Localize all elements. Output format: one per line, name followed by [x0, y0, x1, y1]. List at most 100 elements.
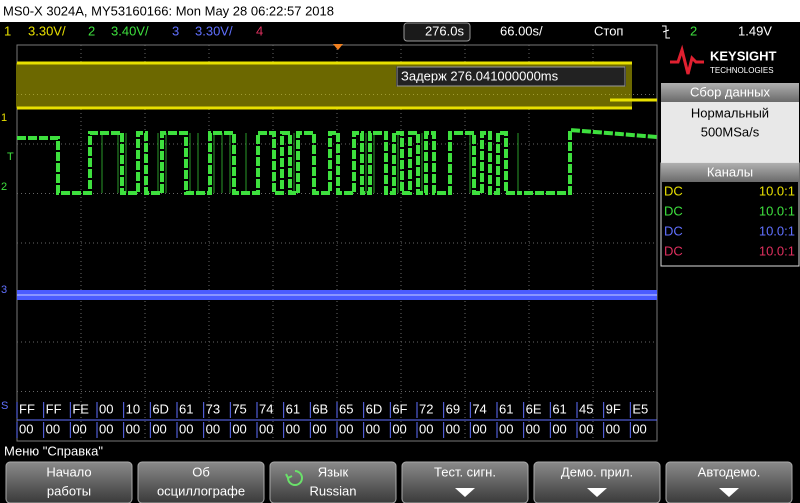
softkey-face[interactable] — [269, 461, 397, 503]
coupling: DC — [664, 223, 683, 238]
bus-byte: 00 — [632, 421, 646, 436]
softkey-label[interactable]: Автодемо. — [698, 464, 761, 479]
marker: 3 — [1, 284, 7, 296]
bus-byte: 00 — [419, 421, 433, 436]
softkey-face[interactable] — [533, 461, 661, 503]
acq-header: Сбор данных — [690, 84, 770, 99]
ch-scale: 3.30V/ — [195, 23, 233, 38]
bus-byte: E5 — [632, 401, 648, 416]
coupling: DC — [664, 203, 683, 218]
softkey[interactable]: Язык Russian — [269, 461, 397, 503]
channels-header-bar — [661, 163, 799, 182]
ch-number: 4 — [256, 23, 263, 38]
bus-byte: 00 — [99, 401, 113, 416]
softkey-label[interactable]: Демо. прил. — [561, 464, 633, 479]
softkey-arrow[interactable] — [587, 488, 607, 497]
bus-byte: 75 — [232, 401, 246, 416]
time-offset-box — [403, 22, 471, 42]
trigger-source: 2 — [690, 23, 697, 38]
bus-byte: 61 — [499, 401, 513, 416]
bus-byte: 61 — [179, 401, 193, 416]
softkey[interactable]: Об осциллографе — [137, 461, 265, 503]
bus-byte: 00 — [259, 421, 273, 436]
softkey-rotate-icon[interactable] — [285, 470, 303, 486]
bus-decode: FF FF FE 00 10 6D 61 73 75 74 61 6B 65 6D 6F 72 69 74 61 6E… — [16, 401, 657, 438]
bus-byte: 6D — [366, 401, 383, 416]
ch-number: 2 — [88, 23, 95, 38]
softkey[interactable]: Демо. прил. — [533, 461, 661, 503]
channels-header: Каналы — [707, 164, 753, 179]
softkey-arrow[interactable] — [455, 488, 475, 497]
bus-byte: 10 — [126, 401, 140, 416]
softkey-face[interactable] — [665, 461, 793, 503]
probe-ratio: 10.0:1 — [759, 243, 795, 258]
bus-byte: 00 — [126, 421, 140, 436]
bus-byte: 9F — [606, 401, 621, 416]
trigger-icon — [662, 25, 670, 39]
brand-logo — [670, 44, 704, 75]
bus-byte: FF — [46, 401, 62, 416]
softkey-label[interactable]: Тест. сигн. — [434, 464, 496, 479]
bus-byte: 6E — [526, 401, 542, 416]
bus-byte: 00 — [19, 421, 33, 436]
softkey-label[interactable]: Язык — [318, 464, 349, 479]
ch-scale: 3.40V/ — [111, 23, 149, 38]
channel-markers: 1 T 2 3 S — [1, 112, 14, 412]
bus-byte: 72 — [419, 401, 433, 416]
channel-rows: DC 10.0:1 DC 10.0:1 DC 10.0:1 DC 10.0:1 — [664, 183, 795, 258]
softkey[interactable]: Автодемо. — [665, 461, 793, 503]
bus-byte: 6B — [312, 401, 328, 416]
bus-byte: 00 — [392, 421, 406, 436]
bus-byte: 00 — [579, 421, 593, 436]
run-status: Стоп — [594, 23, 623, 38]
bus-byte: 74 — [472, 401, 486, 416]
title-text: MS0-X 3024A, MY53160166: Mon May 28 06:2… — [3, 3, 334, 18]
annotation-box — [396, 66, 626, 87]
softkeys: Начало работы Об осциллографе Язык Russian Тес… — [5, 461, 793, 503]
softkey-label[interactable]: работы — [47, 483, 91, 498]
ch-scale: 3.30V/ — [28, 23, 66, 38]
bus-byte: 00 — [366, 421, 380, 436]
softkey-label[interactable]: Начало — [46, 464, 91, 479]
bus-byte: 65 — [339, 401, 353, 416]
channel-bar: 1 3.30V/ 2 3.40V/ 3 3.30V/ 4 276.0s 66.0… — [4, 22, 772, 42]
bus-byte: 00 — [99, 421, 113, 436]
trigger-position-marker — [333, 44, 343, 50]
probe-ratio: 10.0:1 — [759, 203, 795, 218]
ch-number: 3 — [172, 23, 179, 38]
softkey-label[interactable]: осциллографе — [157, 483, 245, 498]
probe-ratio: 10.0:1 — [759, 223, 795, 238]
softkey-arrow[interactable] — [719, 488, 739, 497]
menu-title: Меню "Справка" — [4, 443, 103, 458]
bus-byte: 61 — [286, 401, 300, 416]
bus-byte: 45 — [579, 401, 593, 416]
bus-byte: 69 — [446, 401, 460, 416]
bus-byte: 6F — [392, 401, 407, 416]
probe-ratio: 10.0:1 — [759, 183, 795, 198]
ch2-trace — [17, 127, 658, 195]
trigger-level: 1.49V — [738, 23, 772, 38]
softkey-label[interactable]: Об — [192, 464, 210, 479]
bus-byte: 73 — [206, 401, 220, 416]
ch-number: 1 — [4, 23, 11, 38]
bus-byte: 00 — [179, 421, 193, 436]
softkey[interactable]: Тест. сигн. — [401, 461, 529, 503]
softkey-face[interactable] — [5, 461, 133, 503]
softkey-face[interactable] — [401, 461, 529, 503]
bus-byte: 00 — [206, 421, 220, 436]
bus-byte: FF — [19, 401, 35, 416]
bus-byte: 00 — [46, 421, 60, 436]
softkey-label[interactable]: Russian — [310, 483, 357, 498]
bus-byte: 00 — [552, 421, 566, 436]
coupling: DC — [664, 243, 683, 258]
bus-byte: 00 — [152, 421, 166, 436]
softkey[interactable]: Начало работы — [5, 461, 133, 503]
bus-byte: 00 — [339, 421, 353, 436]
bus-byte: 00 — [499, 421, 513, 436]
softkey-face[interactable] — [137, 461, 265, 503]
marker: T — [7, 151, 14, 163]
time-offset: 276.0s — [425, 23, 465, 38]
bus-byte: 00 — [526, 421, 540, 436]
brand: KEYSIGHT — [710, 48, 777, 63]
